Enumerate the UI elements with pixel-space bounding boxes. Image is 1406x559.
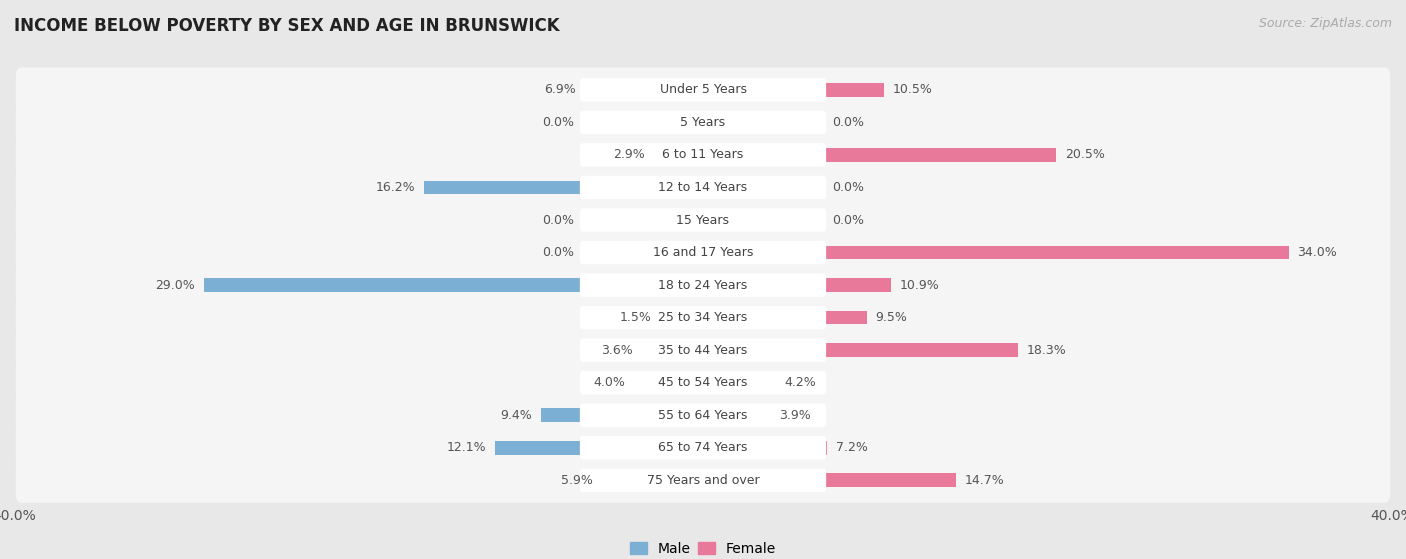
FancyBboxPatch shape <box>15 393 1391 438</box>
Text: 75 Years and over: 75 Years and over <box>647 474 759 487</box>
Text: 10.5%: 10.5% <box>893 83 932 96</box>
FancyBboxPatch shape <box>15 197 1391 243</box>
Text: 20.5%: 20.5% <box>1064 149 1105 162</box>
Text: INCOME BELOW POVERTY BY SEX AND AGE IN BRUNSWICK: INCOME BELOW POVERTY BY SEX AND AGE IN B… <box>14 17 560 35</box>
FancyBboxPatch shape <box>15 360 1391 405</box>
Text: 9.4%: 9.4% <box>501 409 533 421</box>
Text: 5 Years: 5 Years <box>681 116 725 129</box>
Bar <box>634 376 824 390</box>
FancyBboxPatch shape <box>579 371 827 395</box>
FancyBboxPatch shape <box>579 404 827 427</box>
FancyBboxPatch shape <box>579 338 827 362</box>
FancyBboxPatch shape <box>15 295 1391 340</box>
FancyBboxPatch shape <box>15 68 1391 112</box>
Bar <box>582 409 770 422</box>
Text: 0.0%: 0.0% <box>832 214 865 226</box>
Bar <box>582 343 1018 357</box>
Text: 9.5%: 9.5% <box>875 311 907 324</box>
Bar <box>204 278 824 292</box>
FancyBboxPatch shape <box>15 100 1391 145</box>
Text: 34.0%: 34.0% <box>1298 246 1337 259</box>
Text: Source: ZipAtlas.com: Source: ZipAtlas.com <box>1258 17 1392 30</box>
FancyBboxPatch shape <box>579 143 827 167</box>
Text: 6.9%: 6.9% <box>544 83 575 96</box>
Text: 35 to 44 Years: 35 to 44 Years <box>658 344 748 357</box>
Bar <box>652 148 824 162</box>
Text: 12 to 14 Years: 12 to 14 Years <box>658 181 748 194</box>
Text: 29.0%: 29.0% <box>155 278 195 292</box>
FancyBboxPatch shape <box>15 425 1391 470</box>
Bar <box>659 213 824 227</box>
FancyBboxPatch shape <box>579 111 827 134</box>
Text: 14.7%: 14.7% <box>965 474 1004 487</box>
Text: 10.9%: 10.9% <box>900 278 939 292</box>
Text: 0.0%: 0.0% <box>832 116 865 129</box>
Text: 3.6%: 3.6% <box>600 344 633 357</box>
Text: 25 to 34 Years: 25 to 34 Years <box>658 311 748 324</box>
FancyBboxPatch shape <box>579 306 827 329</box>
Bar <box>582 311 866 324</box>
Text: 3.9%: 3.9% <box>779 409 810 421</box>
FancyBboxPatch shape <box>15 458 1391 503</box>
FancyBboxPatch shape <box>15 328 1391 373</box>
Text: 1.5%: 1.5% <box>620 311 651 324</box>
Text: 18 to 24 Years: 18 to 24 Years <box>658 278 748 292</box>
Text: 2.9%: 2.9% <box>613 149 644 162</box>
Text: 12.1%: 12.1% <box>446 441 486 454</box>
Bar <box>583 83 824 97</box>
Bar <box>582 116 747 129</box>
FancyBboxPatch shape <box>579 436 827 459</box>
FancyBboxPatch shape <box>579 273 827 297</box>
Bar <box>582 441 827 454</box>
FancyBboxPatch shape <box>579 468 827 492</box>
FancyBboxPatch shape <box>15 263 1391 307</box>
Bar <box>582 473 956 487</box>
Text: 4.0%: 4.0% <box>593 376 626 389</box>
Bar <box>582 181 747 195</box>
Bar <box>495 441 824 454</box>
Bar <box>582 246 1289 259</box>
Legend: Male, Female: Male, Female <box>624 537 782 559</box>
Text: 0.0%: 0.0% <box>541 246 574 259</box>
Bar <box>582 278 891 292</box>
Bar <box>659 311 824 324</box>
FancyBboxPatch shape <box>15 165 1391 210</box>
FancyBboxPatch shape <box>579 78 827 102</box>
Text: 15 Years: 15 Years <box>676 214 730 226</box>
Text: 5.9%: 5.9% <box>561 474 593 487</box>
Bar <box>582 148 1056 162</box>
FancyBboxPatch shape <box>15 132 1391 177</box>
FancyBboxPatch shape <box>579 241 827 264</box>
Text: 45 to 54 Years: 45 to 54 Years <box>658 376 748 389</box>
Bar <box>602 473 824 487</box>
Text: Under 5 Years: Under 5 Years <box>659 83 747 96</box>
FancyBboxPatch shape <box>579 176 827 199</box>
Bar <box>582 213 747 227</box>
Text: 6 to 11 Years: 6 to 11 Years <box>662 149 744 162</box>
Text: 0.0%: 0.0% <box>541 116 574 129</box>
Text: 16.2%: 16.2% <box>375 181 415 194</box>
Bar <box>659 246 824 259</box>
Bar <box>582 83 884 97</box>
Bar <box>659 116 824 129</box>
Text: 16 and 17 Years: 16 and 17 Years <box>652 246 754 259</box>
Text: 0.0%: 0.0% <box>541 214 574 226</box>
Text: 7.2%: 7.2% <box>835 441 868 454</box>
FancyBboxPatch shape <box>15 230 1391 275</box>
Text: 18.3%: 18.3% <box>1026 344 1067 357</box>
Text: 4.2%: 4.2% <box>785 376 815 389</box>
Text: 65 to 74 Years: 65 to 74 Years <box>658 441 748 454</box>
Bar <box>641 343 824 357</box>
Bar <box>541 409 824 422</box>
Text: 55 to 64 Years: 55 to 64 Years <box>658 409 748 421</box>
Bar <box>425 181 824 195</box>
Bar <box>582 376 775 390</box>
FancyBboxPatch shape <box>579 209 827 232</box>
Text: 0.0%: 0.0% <box>832 181 865 194</box>
